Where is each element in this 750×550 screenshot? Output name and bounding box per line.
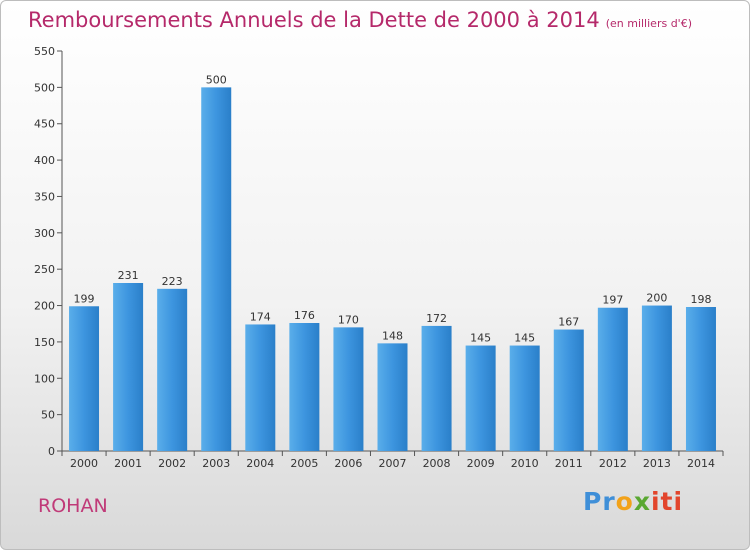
x-tick-label: 2004 — [246, 457, 274, 470]
x-tick-label: 2000 — [70, 457, 98, 470]
x-tick-label: 2003 — [202, 457, 230, 470]
bar-value-label: 167 — [558, 316, 579, 329]
x-tick-label: 2011 — [555, 457, 583, 470]
y-tick-label: 350 — [34, 190, 55, 203]
bar — [113, 283, 144, 451]
proxiti-logo: Proxiti — [583, 487, 683, 516]
bar-value-label: 500 — [206, 73, 227, 86]
y-tick-label: 450 — [34, 118, 55, 131]
bar-value-label: 197 — [602, 294, 623, 307]
x-tick-label: 2002 — [158, 457, 186, 470]
x-tick-label: 2009 — [467, 457, 495, 470]
chart-axes: 0 50 100 150 200 250 300 350 400 450 500 550 2000 200… — [34, 45, 724, 470]
chart-title: Remboursements Annuels de la Dette de 20… — [28, 8, 692, 32]
chart-bars: 199 231 223 500 174 176 170 148 172 145 145 167 197 2… — [69, 73, 716, 451]
commune-name: ROHAN — [38, 495, 108, 517]
bar-value-label: 223 — [162, 275, 183, 288]
y-tick-label: 500 — [34, 81, 55, 94]
bar-value-label: 148 — [382, 329, 403, 342]
y-tick-label: 250 — [34, 263, 55, 276]
y-tick-label: 0 — [48, 445, 55, 458]
bar-value-label: 199 — [74, 292, 95, 305]
x-tick-label: 2006 — [334, 457, 362, 470]
y-tick-label: 100 — [34, 372, 55, 385]
bar — [553, 329, 584, 451]
y-tick-label: 300 — [34, 227, 55, 240]
bar-value-label: 231 — [118, 269, 139, 282]
x-tick-label: 2010 — [511, 457, 539, 470]
y-tick-label: 200 — [34, 300, 55, 313]
bar — [201, 87, 232, 451]
bar — [421, 325, 452, 451]
bar-value-label: 145 — [470, 332, 491, 345]
bar — [333, 327, 364, 451]
bar-value-label: 176 — [294, 309, 315, 322]
logo-part-3: x — [633, 487, 651, 516]
bar-value-label: 200 — [646, 292, 667, 305]
bar-value-label: 170 — [338, 313, 359, 326]
bar-value-label: 198 — [690, 293, 711, 306]
bar — [685, 307, 716, 451]
x-tick-label: 2005 — [290, 457, 318, 470]
x-tick-label: 2013 — [643, 457, 671, 470]
bar — [245, 324, 276, 451]
bar-value-label: 145 — [514, 332, 535, 345]
logo-part-1: Pr — [583, 487, 616, 516]
bar-value-label: 172 — [426, 312, 447, 325]
chart-title-text: Remboursements Annuels de la Dette de 20… — [28, 8, 600, 32]
bar — [289, 323, 320, 451]
x-tick-label: 2012 — [599, 457, 627, 470]
y-tick-label: 150 — [34, 336, 55, 349]
bar — [377, 343, 408, 451]
x-tick-label: 2008 — [423, 457, 451, 470]
x-tick-label: 2001 — [114, 457, 142, 470]
x-tick-label: 2007 — [379, 457, 407, 470]
bar — [69, 306, 100, 451]
bar — [641, 305, 672, 451]
bar — [465, 345, 496, 451]
logo-part-2: o — [615, 487, 634, 516]
bar — [157, 288, 188, 451]
y-tick-label: 550 — [34, 45, 55, 58]
logo-part-4: iti — [650, 487, 684, 516]
chart-subtitle: (en milliers d'€) — [605, 17, 692, 30]
y-tick-label: 50 — [41, 409, 55, 422]
x-tick-label: 2014 — [687, 457, 715, 470]
bar — [597, 307, 628, 451]
bar — [509, 345, 540, 451]
bar-value-label: 174 — [250, 310, 271, 323]
y-tick-label: 400 — [34, 154, 55, 167]
